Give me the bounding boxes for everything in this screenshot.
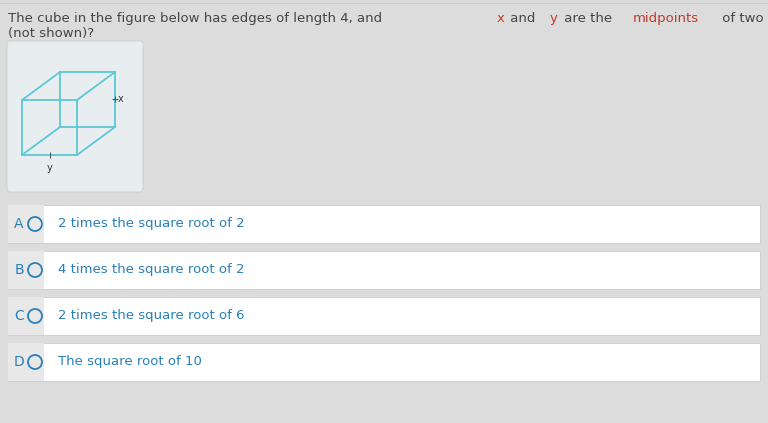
- Text: The square root of 10: The square root of 10: [58, 355, 202, 368]
- FancyBboxPatch shape: [8, 251, 44, 289]
- Text: and: and: [506, 12, 540, 25]
- Text: B: B: [14, 263, 24, 277]
- Text: D: D: [14, 355, 25, 369]
- Text: 2 times the square root of 6: 2 times the square root of 6: [58, 310, 244, 322]
- Text: A: A: [15, 217, 24, 231]
- FancyBboxPatch shape: [8, 343, 44, 381]
- FancyBboxPatch shape: [8, 205, 44, 243]
- Text: 2 times the square root of 2: 2 times the square root of 2: [58, 217, 245, 231]
- FancyBboxPatch shape: [8, 343, 760, 381]
- Text: y: y: [550, 12, 558, 25]
- Text: (not shown)?: (not shown)?: [8, 27, 94, 40]
- Text: C: C: [14, 309, 24, 323]
- FancyBboxPatch shape: [8, 297, 44, 335]
- Text: x: x: [496, 12, 504, 25]
- FancyBboxPatch shape: [8, 205, 760, 243]
- Text: y: y: [47, 163, 52, 173]
- Text: midpoints: midpoints: [633, 12, 699, 25]
- Text: are the: are the: [560, 12, 616, 25]
- Text: x: x: [118, 94, 124, 104]
- Text: 4 times the square root of 2: 4 times the square root of 2: [58, 264, 244, 277]
- FancyBboxPatch shape: [8, 251, 760, 289]
- FancyBboxPatch shape: [8, 297, 760, 335]
- Text: of two of the edges. What is the length of segment: of two of the edges. What is the length …: [718, 12, 768, 25]
- FancyBboxPatch shape: [7, 41, 143, 192]
- Text: The cube in the figure below has edges of length 4, and: The cube in the figure below has edges o…: [8, 12, 386, 25]
